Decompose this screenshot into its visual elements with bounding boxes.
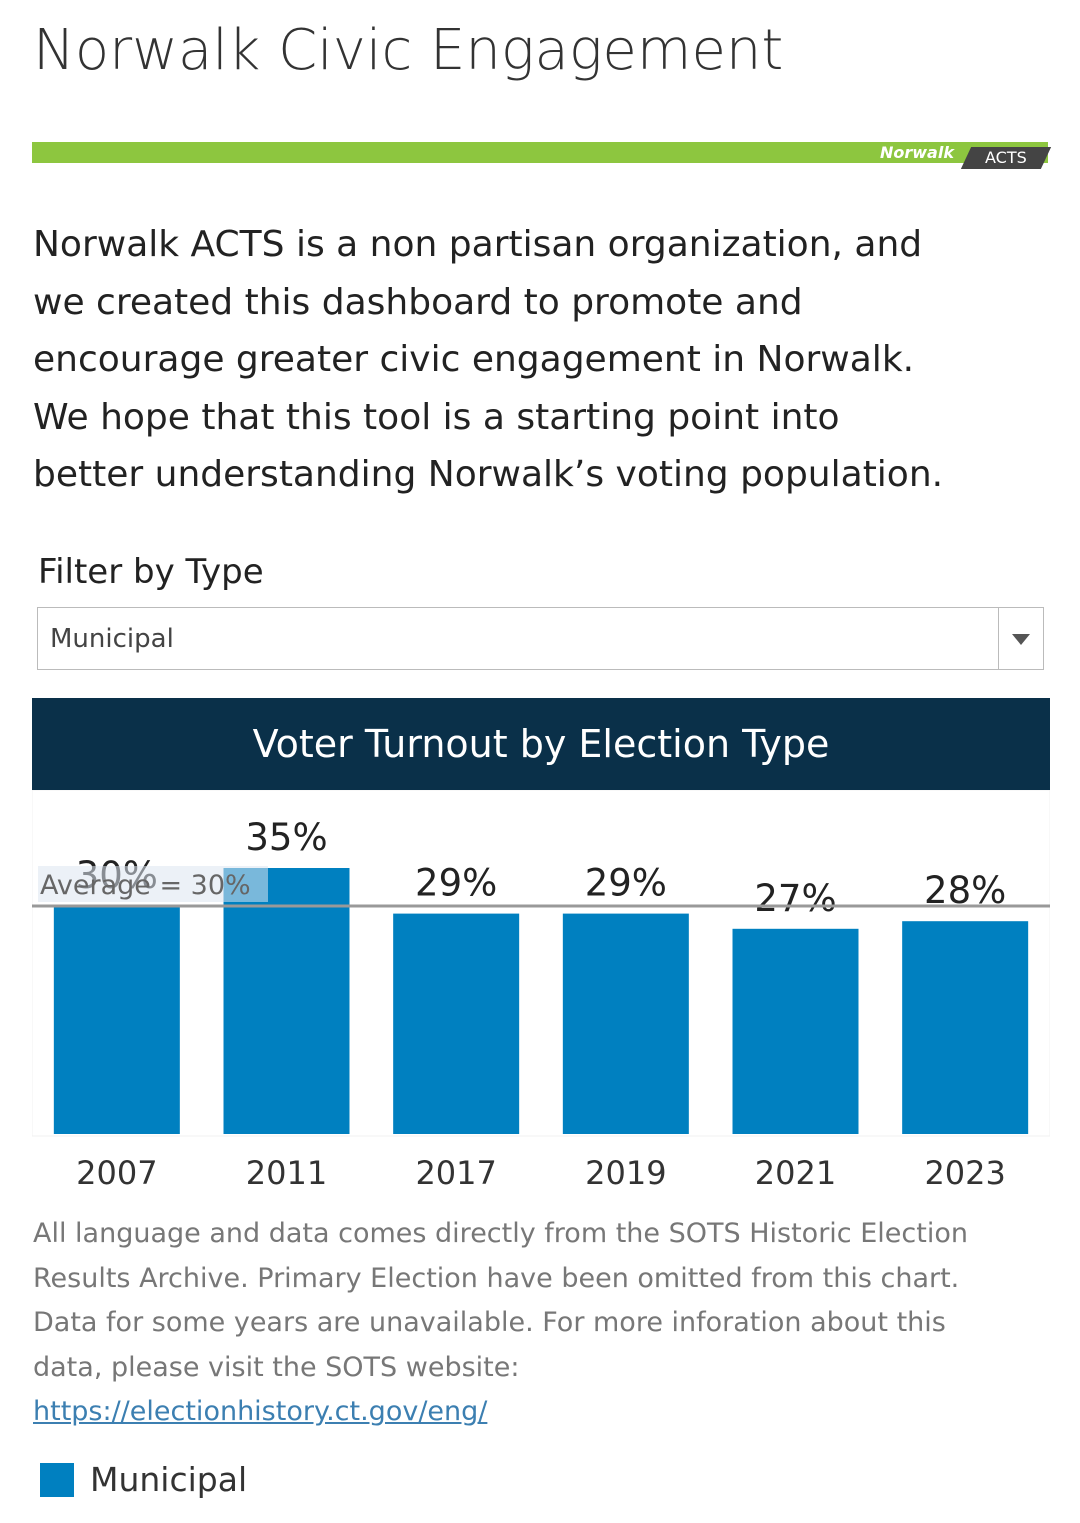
x-tick-label: 2021	[755, 1154, 836, 1192]
x-tick-label: 2023	[924, 1154, 1005, 1192]
average-label-bg	[38, 866, 268, 902]
logo-mark: ACTS	[960, 147, 1052, 169]
page-title: Norwalk Civic Engagement	[33, 18, 784, 83]
bar	[732, 928, 859, 1134]
dropdown-button[interactable]	[998, 608, 1043, 669]
value-label: 27%	[754, 877, 836, 920]
footer-line: All language and data comes directly fro…	[33, 1218, 968, 1249]
bar	[562, 913, 689, 1134]
logo-brand: Norwalk	[880, 143, 954, 162]
description-line: we created this dashboard to promote and	[33, 281, 803, 323]
description-line: encourage greater civic engagement in No…	[33, 339, 915, 380]
description-line: Norwalk ACTS is a non partisan organizat…	[33, 224, 923, 265]
filter-label: Filter by Type	[38, 552, 264, 592]
chart: 30%200735%201129%201729%201927%202128%20…	[32, 790, 1050, 1192]
average-label: Average = 30%	[40, 870, 251, 901]
header-bar	[32, 142, 1048, 163]
bar	[393, 913, 520, 1134]
bar	[902, 921, 1029, 1134]
description-line: We hope that this tool is a starting poi…	[33, 396, 840, 438]
footer-line: data, please visit the SOTS website:	[33, 1351, 520, 1383]
legend-label: Municipal	[90, 1460, 248, 1499]
value-label: 29%	[415, 862, 497, 905]
x-tick-label: 2011	[246, 1154, 327, 1192]
plot-area	[32, 790, 1050, 1137]
value-label: 35%	[245, 816, 327, 859]
logo-mark-text: ACTS	[985, 148, 1027, 167]
filter-dropdown[interactable]: Municipal	[37, 607, 1044, 670]
x-tick-label: 2007	[76, 1154, 157, 1192]
x-tick-label: 2017	[415, 1154, 496, 1192]
x-tick-label: 2019	[585, 1154, 666, 1192]
source-link[interactable]: https://electionhistory.ct.gov/eng/	[33, 1396, 488, 1427]
legend-swatch	[40, 1463, 74, 1497]
description-line: better understanding Norwalk’s voting po…	[33, 454, 944, 495]
footer-line: Results Archive. Primary Election have b…	[33, 1262, 960, 1294]
filter-value: Municipal	[50, 624, 174, 654]
dropdown-arrow	[1012, 634, 1030, 645]
chart-title: Voter Turnout by Election Type	[32, 698, 1050, 790]
bar	[53, 906, 180, 1134]
bar	[223, 868, 350, 1134]
footer-line: Data for some years are unavailable. For…	[33, 1307, 946, 1338]
value-label: 29%	[585, 862, 667, 905]
